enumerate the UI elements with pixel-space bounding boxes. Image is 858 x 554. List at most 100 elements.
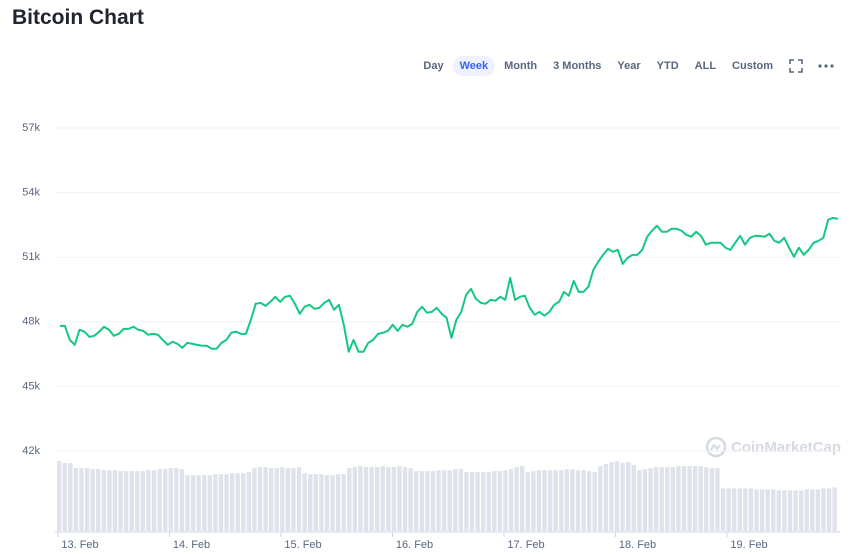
volume-bar (787, 490, 793, 531)
range-button[interactable]: YTD (656, 60, 679, 72)
volume-bar (57, 461, 62, 531)
volume-bar (536, 470, 542, 531)
volume-bar (737, 488, 742, 531)
volume-bar (207, 475, 212, 531)
volume-bar (402, 467, 408, 531)
volume-bar (123, 471, 129, 531)
volume-bar (397, 466, 402, 531)
volume-bar (832, 487, 837, 531)
more-button[interactable] (812, 56, 840, 76)
x-tick-label: 15. Feb (284, 539, 321, 551)
volume-bar (759, 489, 765, 531)
volume-bar (815, 489, 821, 531)
volume-bar (486, 472, 491, 531)
volume-bar (464, 472, 469, 531)
volume-bar (475, 472, 480, 531)
volume-bar (73, 468, 79, 531)
volume-bar (218, 474, 224, 531)
volume-bar (692, 466, 698, 531)
volume-bar (107, 470, 112, 531)
volume-bar (358, 466, 363, 531)
x-tick-label: 14. Feb (173, 539, 210, 551)
volume-bar (665, 467, 670, 531)
volume-bar (782, 490, 787, 531)
volume-bar (62, 463, 67, 531)
volume-bar (135, 471, 140, 531)
range-button[interactable]: Week (452, 56, 496, 76)
range-button[interactable]: Month (504, 60, 538, 72)
volume-bar (280, 467, 285, 531)
range-toolbar: Day Week Month 3 Months Year YTD ALL Custom (416, 56, 840, 76)
volume-bar (96, 469, 101, 531)
volume-bar (419, 471, 424, 531)
volume-bar (559, 470, 564, 531)
volume-bar (609, 462, 614, 531)
y-tick-label: 45k (22, 380, 40, 392)
volume-bar (564, 469, 570, 531)
y-tick-label: 54k (22, 187, 40, 199)
volume-bar (140, 471, 146, 531)
volume-bar (84, 468, 90, 531)
range-button[interactable]: Year (617, 60, 641, 72)
range-button[interactable]: 3 Months (553, 60, 602, 72)
x-tick-label: 13. Feb (61, 539, 98, 551)
volume-bar (274, 468, 279, 531)
x-tick-label: 19. Feb (730, 539, 767, 551)
volume-bar (826, 488, 832, 531)
volume-bar (408, 468, 413, 531)
volume-bar (681, 466, 687, 531)
price-line (60, 216, 839, 353)
fullscreen-button[interactable] (782, 56, 810, 76)
range-button[interactable]: Custom (732, 60, 773, 72)
volume-bar (453, 469, 458, 531)
volume-bar (146, 470, 151, 531)
volume-bar (743, 488, 748, 531)
volume-bar (631, 465, 636, 531)
volume-bar (480, 472, 486, 531)
volume-bar (503, 470, 508, 531)
volume-bar (492, 471, 497, 531)
volume-bar (704, 467, 709, 531)
volume-bar (614, 461, 620, 531)
volume-bar (118, 471, 123, 531)
volume-bar (581, 470, 586, 531)
volume-bar (257, 467, 263, 531)
volume-bar (330, 475, 335, 531)
y-tick-label: 57k (22, 122, 40, 134)
y-tick-label: 42k (22, 445, 40, 457)
volume-bar (720, 488, 726, 531)
watermark-text: CoinMarketCap (731, 439, 841, 456)
volume-bar (374, 467, 380, 531)
volume-bar (369, 467, 374, 531)
volume-bar (425, 471, 430, 531)
watermark: CoinMarketCap (705, 436, 841, 458)
volume-bar (380, 466, 385, 531)
volume-bar (414, 471, 419, 531)
volume-bar (458, 469, 464, 531)
volume-bar (430, 471, 436, 531)
volume-bar (531, 471, 536, 531)
volume-bar (229, 473, 235, 531)
volume-bar (648, 468, 653, 531)
volume-bar (162, 469, 168, 531)
volume-bar (804, 489, 809, 531)
range-button[interactable]: Day (423, 60, 444, 72)
more-icon (818, 64, 834, 68)
volume-bar (157, 469, 162, 531)
volume-bar (386, 467, 391, 531)
volume-bar (810, 489, 815, 531)
volume-bar (391, 467, 397, 531)
volume-bar (547, 470, 553, 531)
volume-bar (520, 466, 525, 531)
volume-bar (112, 470, 118, 531)
volume-bar (798, 490, 804, 531)
volume-bar (68, 463, 73, 531)
volume-bar (508, 469, 514, 531)
x-tick-label: 17. Feb (507, 539, 544, 551)
watermark-icon (705, 436, 727, 458)
volume-bar (224, 474, 229, 531)
volume-bar (821, 488, 826, 531)
range-button[interactable]: ALL (694, 60, 717, 72)
volume-bar (698, 466, 703, 531)
